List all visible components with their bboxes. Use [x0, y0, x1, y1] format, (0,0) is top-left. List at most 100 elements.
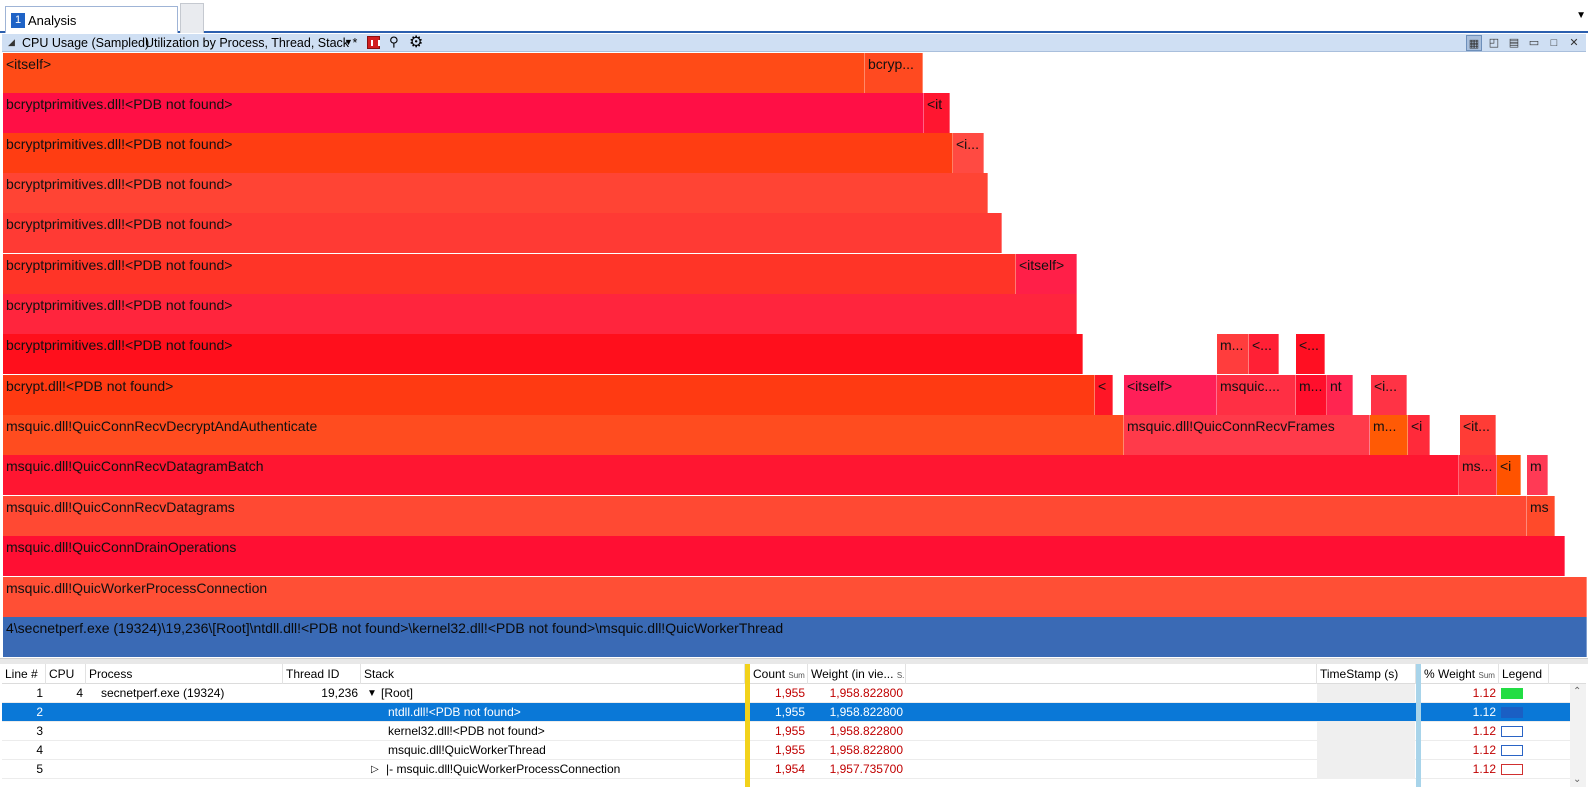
flame-frame[interactable]: <...	[1296, 334, 1325, 374]
table-row[interactable]: 3 kernel32.dll!<PDB not found> 1,955 1,9…	[2, 722, 1586, 741]
cell-thread	[283, 703, 361, 722]
col-stack[interactable]: Stack	[361, 664, 745, 684]
flame-frame[interactable]: msquic.dll!QuicConnRecvFrames	[1124, 415, 1370, 455]
col-pct-weight[interactable]: % Weight Sum	[1421, 664, 1499, 684]
table-scrollbar[interactable]: ⌃ ⌄	[1570, 684, 1586, 787]
preset-selector[interactable]: Utilization by Process, Thread, Stack *	[145, 36, 358, 50]
scroll-up-icon[interactable]: ⌃	[1573, 686, 1582, 697]
flame-frame[interactable]: bcryptprimitives.dll!<PDB not found>	[3, 294, 1077, 334]
cell-process	[98, 760, 283, 779]
collapse-triangle-icon[interactable]: ◢	[8, 37, 15, 47]
cell-pct-weight: 1.12	[1472, 686, 1496, 700]
flame-frame[interactable]: bcryptprimitives.dll!<PDB not found>	[3, 93, 924, 133]
flame-frame[interactable]: <it...	[1460, 415, 1496, 455]
flame-frame[interactable]: <i	[1497, 455, 1521, 495]
flame-frame[interactable]: msquic.dll!QuicWorkerProcessConnection	[3, 577, 1587, 617]
chart-icon[interactable]	[367, 36, 380, 49]
flame-frame[interactable]: <itself>	[3, 53, 865, 93]
legend-swatch[interactable]	[1501, 688, 1523, 699]
flame-frame[interactable]: <	[1095, 375, 1113, 415]
table-row[interactable]: 4 msquic.dll!QuicWorkerThread 1,955 1,95…	[2, 741, 1586, 760]
cell-cpu	[46, 722, 86, 741]
data-table: Line # CPU Process Thread ID Stack Count…	[2, 664, 1586, 787]
col-process[interactable]: Process	[86, 664, 283, 684]
legend-swatch[interactable]	[1501, 726, 1523, 737]
new-tab-button[interactable]	[180, 3, 204, 33]
cell-process	[98, 741, 283, 760]
flame-frame[interactable]: bcryptprimitives.dll!<PDB not found>	[3, 213, 1002, 253]
gear-icon[interactable]: ⚙	[409, 34, 424, 51]
freeze-divider-right[interactable]	[1416, 664, 1421, 787]
cell-line: 1	[36, 686, 43, 700]
flame-frame[interactable]: <itself>	[1016, 254, 1077, 294]
splitter[interactable]	[0, 658, 1588, 664]
col-legend[interactable]: Legend	[1499, 664, 1549, 684]
flame-frame[interactable]: msquic....	[1217, 375, 1296, 415]
flame-frame[interactable]: bcrypt.dll!<PDB not found>	[3, 375, 1095, 415]
document-tabstrip: 1 Analysis ▼	[0, 0, 1588, 33]
cell-timestamp	[1317, 722, 1415, 741]
flame-frame[interactable]: bcryptprimitives.dll!<PDB not found>	[3, 334, 1083, 374]
tab-analysis[interactable]: 1 Analysis	[5, 6, 178, 33]
col-weight[interactable]: Weight (in vie... S...	[808, 664, 906, 684]
flame-frame[interactable]: bcryptprimitives.dll!<PDB not found>	[3, 133, 953, 173]
flame-frame[interactable]: <i	[1408, 415, 1430, 455]
cell-cpu	[46, 703, 86, 722]
legend-swatch[interactable]	[1501, 764, 1523, 775]
flame-root-frame[interactable]: 4\secnetperf.exe (19324)\19,236\[Root]\n…	[3, 617, 1587, 657]
chevron-down-icon[interactable]: ▼	[344, 37, 353, 47]
expand-triangle-icon[interactable]: ▼	[367, 688, 377, 699]
flame-frame[interactable]: <...	[1249, 334, 1279, 374]
table-row[interactable]: 5 ▷ |- msquic.dll!QuicWorkerProcessConne…	[2, 760, 1586, 779]
view-window-controls: ▦ ◰ ▤ ▭ □ ✕	[1466, 35, 1582, 51]
flame-frame[interactable]: m...	[1296, 375, 1327, 415]
cell-line: 3	[36, 724, 43, 738]
maximize-icon[interactable]: □	[1550, 37, 1558, 49]
view-title[interactable]: CPU Usage (Sampled)	[22, 36, 150, 50]
expand-triangle-icon[interactable]: ▷	[371, 764, 379, 775]
cell-process: secnetperf.exe (19324)	[101, 686, 225, 700]
scroll-down-icon[interactable]: ⌄	[1573, 774, 1582, 785]
col-cpu[interactable]: CPU	[46, 664, 86, 684]
cell-thread	[283, 760, 361, 779]
flame-frame[interactable]: msquic.dll!QuicConnRecvDatagrams	[3, 496, 1527, 536]
table-row[interactable]: 1 4 secnetperf.exe (19324) 19,236 ▼ [Roo…	[2, 684, 1586, 703]
cell-stack: msquic.dll!QuicWorkerThread	[388, 743, 546, 757]
col-thread-id[interactable]: Thread ID	[283, 664, 361, 684]
flame-frame[interactable]: bcryp...	[865, 53, 923, 93]
table-icon[interactable]: ▤	[1508, 37, 1520, 49]
flame-frame[interactable]: ms	[1527, 496, 1555, 536]
flame-frame[interactable]: nt	[1327, 375, 1353, 415]
flame-frame[interactable]: bcryptprimitives.dll!<PDB not found>	[3, 254, 1016, 294]
flame-frame[interactable]: ms...	[1459, 455, 1497, 495]
flame-frame[interactable]: <itself>	[1124, 375, 1217, 415]
table-graph-icon[interactable]: ▦	[1466, 35, 1482, 51]
find-icon[interactable]: ⚲	[389, 34, 399, 49]
flame-frame[interactable]: <i...	[1371, 375, 1407, 415]
cell-line: 5	[36, 762, 43, 776]
col-timestamp[interactable]: TimeStamp (s)	[1317, 664, 1416, 684]
cell-weight: 1,958.822800	[829, 724, 903, 738]
flame-frame[interactable]: msquic.dll!QuicConnRecvDecryptAndAuthent…	[3, 415, 1124, 455]
minimize-icon[interactable]: ▭	[1528, 37, 1540, 49]
cell-line: 2	[36, 705, 43, 719]
flame-frame[interactable]: m	[1527, 455, 1548, 495]
table-row[interactable]: 2 ntdll.dll!<PDB not found> 1,955 1,958.…	[2, 703, 1586, 722]
col-line[interactable]: Line #	[2, 664, 46, 684]
close-icon[interactable]: ✕	[1569, 37, 1579, 49]
freeze-divider-left[interactable]	[745, 664, 750, 787]
col-count[interactable]: Count Sum	[750, 664, 808, 684]
legend-swatch[interactable]	[1501, 745, 1523, 756]
flame-frame[interactable]: bcryptprimitives.dll!<PDB not found>	[3, 173, 988, 213]
legend-swatch[interactable]	[1501, 707, 1523, 718]
flame-frame[interactable]: <it	[924, 93, 950, 133]
view-header: ◢ CPU Usage (Sampled) Utilization by Pro…	[2, 34, 1586, 52]
graph-icon[interactable]: ◰	[1488, 37, 1500, 49]
flame-frame[interactable]: msquic.dll!QuicConnRecvDatagramBatch	[3, 455, 1459, 495]
flame-frame[interactable]: m...	[1370, 415, 1408, 455]
cell-count: 1,955	[774, 743, 805, 757]
flame-frame[interactable]: m...	[1217, 334, 1249, 374]
caret-down-icon[interactable]: ▼	[1576, 10, 1586, 21]
flame-frame[interactable]: <i...	[953, 133, 984, 173]
flame-frame[interactable]: msquic.dll!QuicConnDrainOperations	[3, 536, 1565, 576]
